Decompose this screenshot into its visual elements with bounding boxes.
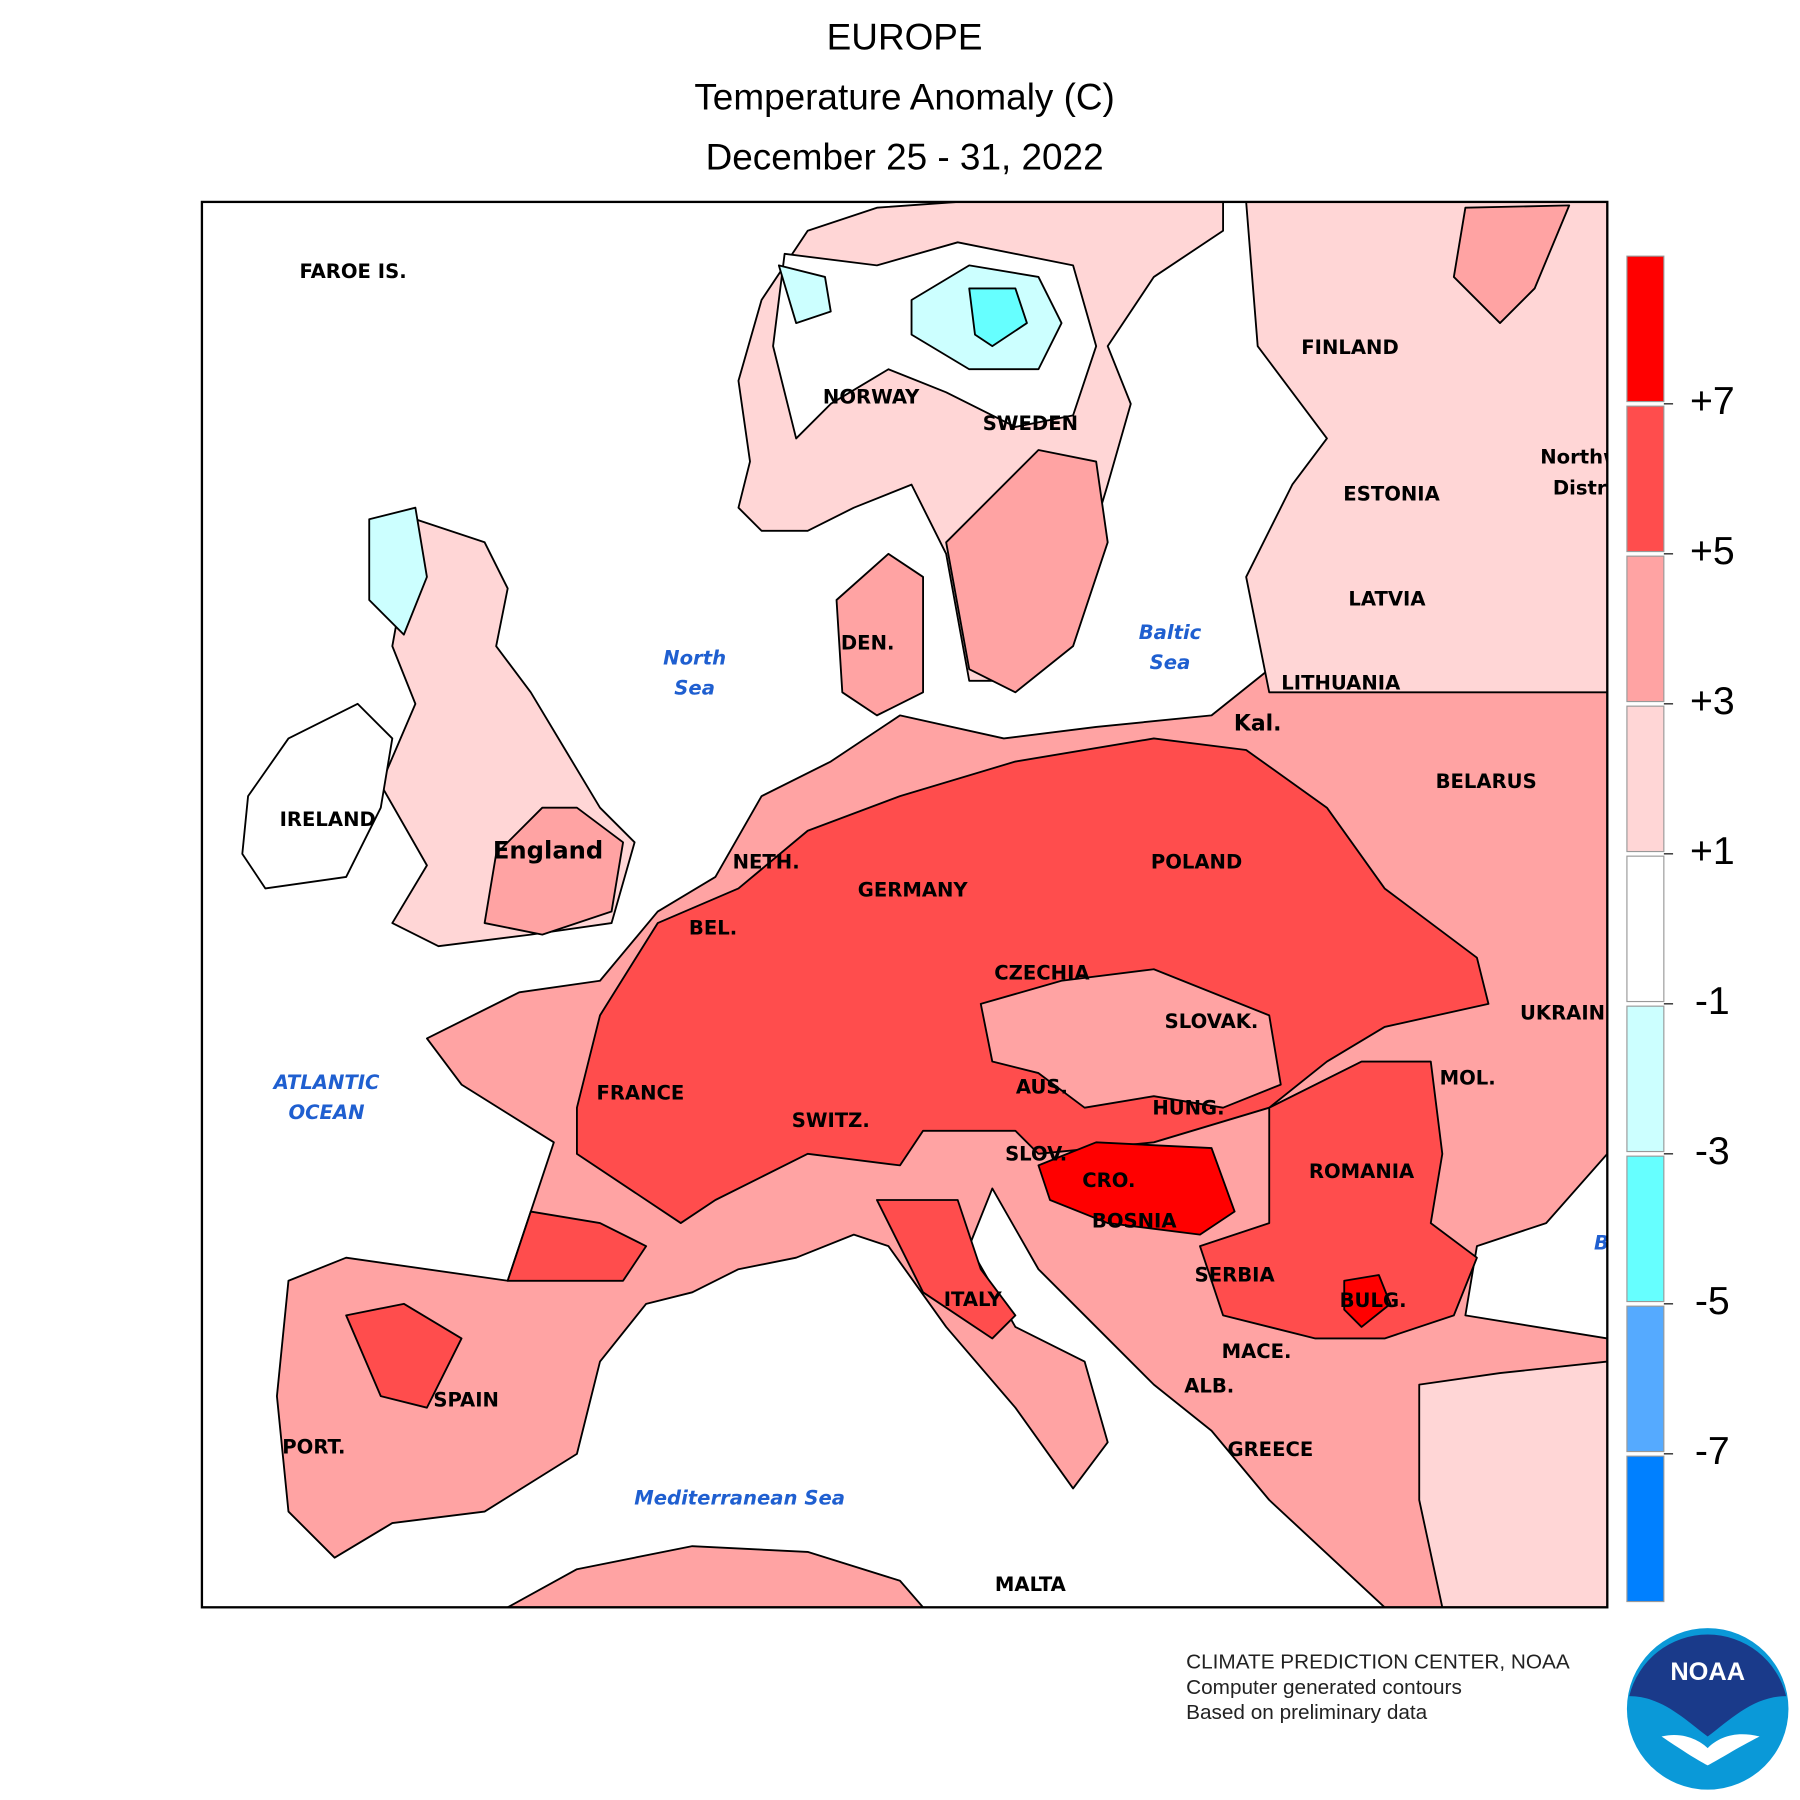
country-label: England [493,837,603,865]
central-warm [575,737,1490,1224]
country-label: LATVIA [1348,588,1426,611]
country-label: UKRAINE [1520,1002,1619,1025]
italy-warm [875,1199,1017,1340]
ireland [241,702,394,890]
denmark [835,552,924,717]
country-label: BELARUS [1436,770,1537,793]
balkans-warm [1199,1060,1478,1340]
finland-baltics [1245,201,1608,694]
country-label: CZECHIA [994,961,1090,984]
legend-tick-label: -7 [1695,1429,1730,1473]
legend-swatch [1626,1455,1665,1603]
country-label: DEN. [841,631,895,654]
country-label: MOL. [1440,1066,1496,1089]
country-label: MACE. [1222,1340,1292,1363]
country-label: HUNG. [1152,1096,1224,1119]
legend-swatch [1626,255,1665,403]
sea-label: Sea [1150,651,1191,674]
country-label: ALB. [1184,1374,1234,1397]
country-label: BEL. [689,916,737,939]
legend-swatch [1626,855,1665,1003]
scotland-west [368,506,428,636]
legend-tick-label: -3 [1695,1129,1730,1173]
legend-swatch [1626,555,1665,703]
title-line: EUROPE [827,17,983,58]
france-south-warm [506,1210,648,1282]
norway-cold [968,287,1028,348]
legend-swatch [1626,705,1665,853]
legend-tick-label: +5 [1690,529,1735,573]
country-label: SWEDEN [983,412,1078,435]
country-label: MALTA [995,1573,1067,1596]
credit: Computer generated contours [1186,1676,1462,1699]
sea-label: B [1594,1231,1609,1254]
credit: Based on preliminary data [1186,1701,1428,1724]
country-label: SERBIA [1195,1264,1276,1287]
title-line: Temperature Anomaly (C) [694,77,1114,118]
country-label: Distri [1553,477,1613,500]
sea-label: Baltic [1139,621,1202,644]
logo-text: NOAA [1670,1658,1745,1686]
country-label: Northw [1540,446,1621,469]
legend-swatch [1626,405,1665,553]
bulgaria-hot [1343,1274,1392,1328]
legend-swatch [1626,1005,1665,1153]
danube-mild [979,968,1282,1109]
country-label: GERMANY [858,878,969,901]
country-label: FINLAND [1301,336,1398,359]
map-area: FAROE IS. NORWAY SWEDEN FINLAND ESTONIA LATVI… [201,201,1621,1608]
country-label: Kal. [1234,712,1282,737]
legend-swatch [1626,1155,1665,1303]
map-frame [200,200,1609,1609]
country-label: ITALY [944,1288,1003,1311]
legend-tick-label: -1 [1695,979,1730,1023]
country-label: ROMANIA [1309,1160,1415,1183]
country-label: IRELAND [280,808,376,831]
legend-tick-label: +3 [1690,679,1735,723]
sweden-south [945,449,1109,694]
country-label: POLAND [1151,851,1242,874]
legend-tick-label: +7 [1690,379,1735,423]
sea-label: North [663,646,726,669]
legend-swatch [1626,1305,1665,1453]
country-label: SWITZ. [792,1109,870,1132]
country-label: NETH. [733,851,800,874]
country-label: FAROE IS. [299,260,406,283]
country-label: PORT. [282,1436,345,1459]
legend-tick-label: +1 [1690,829,1735,873]
north-africa [506,1545,924,1608]
country-label: AUS. [1016,1076,1068,1099]
croatia-hot [1037,1141,1236,1236]
north-russia [1452,204,1571,324]
country-label: GREECE [1227,1438,1313,1461]
legend-tick-label: -5 [1695,1279,1730,1323]
country-label: CRO. [1082,1169,1135,1192]
country-label: LITHUANIA [1281,672,1401,695]
country-label: SPAIN [433,1388,499,1411]
country-label: ESTONIA [1343,483,1440,506]
england-warm [483,806,624,936]
country-label: BULG. [1340,1289,1407,1312]
country-label: SLOVAK. [1165,1010,1259,1033]
country-label: NORWAY [823,386,920,409]
country-label: BOSNIA [1092,1209,1177,1232]
spain-warm [345,1302,463,1409]
credit: CLIMATE PREDICTION CENTER, NOAA [1186,1650,1570,1673]
sea-label: Mediterranean Sea [634,1486,845,1509]
sea-label: OCEAN [289,1101,365,1124]
turkey [1418,1360,1608,1608]
country-label: FRANCE [596,1081,684,1104]
title-line: December 25 - 31, 2022 [706,137,1104,178]
country-label: SLOV. [1005,1143,1067,1166]
sea-label: Sea [674,676,715,699]
noaa-logo: NOAA [1626,1628,1789,1790]
norway-west-cool [777,264,832,324]
legend: +7 +5 +3 +1 -1 -3 -5 -7 [1626,255,1735,1603]
sea-label: ATLANTIC [272,1071,380,1094]
